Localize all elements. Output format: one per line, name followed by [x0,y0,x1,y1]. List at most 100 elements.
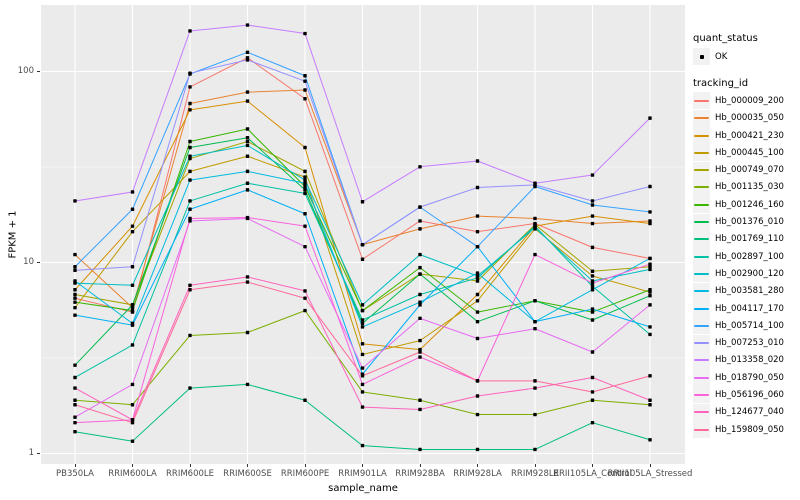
data-point [303,289,307,293]
legend-item-Hb_000421_230: Hb_000421_230 [693,127,799,145]
x-tick-label: RRII105LA_Stressed [607,469,693,479]
legend-item-label: Hb_005714_100 [715,320,784,331]
data-point [73,313,77,317]
data-point [303,244,307,249]
x-tick-mark [534,464,536,467]
line-swatch-icon [694,411,709,414]
line-swatch-icon [694,272,709,275]
legend-item-ok: OK [693,48,799,66]
data-point [475,319,480,324]
data-point [245,382,250,387]
legend-item-Hb_001769_110: Hb_001769_110 [693,230,799,248]
legend-item-Hb_124677_040: Hb_124677_040 [693,403,799,421]
data-point [303,224,307,228]
data-point [418,316,422,321]
data-point [130,303,135,307]
x-tick-mark [304,464,306,467]
data-point [303,212,307,216]
data-point [648,219,652,223]
data-point [188,139,192,144]
data-point [303,178,307,182]
legend-item-label: Hb_000421_230 [715,130,784,141]
data-point [303,74,307,78]
line-swatch-icon [694,290,709,293]
legend-key-box [693,317,710,335]
data-point [303,145,307,150]
legend-key-box [693,213,710,231]
data-point [533,319,537,324]
data-point [188,71,192,75]
data-point [475,412,480,417]
x-axis-title: sample_name [328,483,398,494]
data-point [648,221,652,226]
data-point [245,99,250,103]
data-point [245,280,250,284]
legend-item-Hb_001135_030: Hb_001135_030 [693,178,799,196]
legend-item-Hb_000035_050: Hb_000035_050 [693,109,799,127]
data-point [188,207,192,211]
data-point [648,294,652,298]
legend-item-Hb_004117_170: Hb_004117_170 [693,300,799,317]
legend-item-label: Hb_002897_100 [715,251,784,262]
data-point [648,267,652,272]
data-point [188,333,192,338]
data-point [245,23,250,27]
data-point [303,97,307,101]
legend-item-label: Hb_000445_100 [715,147,784,158]
data-point [648,374,652,378]
data-point [418,355,422,359]
data-point [475,271,480,275]
y-tick-mark [37,71,40,72]
data-point [245,154,250,158]
legend-item-label: Hb_159809_050 [715,424,784,435]
x-tick-mark [477,464,478,467]
data-point [303,184,307,189]
line-swatch-icon [694,99,709,102]
data-point [475,274,480,278]
x-tick-label: RRIM928LE [511,469,559,479]
legend-item-label: Hb_002900_120 [715,268,784,279]
x-tick-label: RRIM600LE [166,469,214,479]
data-point [130,229,135,234]
data-point [418,338,422,343]
legend-item-label: Hb_001769_110 [715,234,784,245]
line-swatch-icon [694,428,709,431]
legend-key-box [693,351,710,369]
data-point [590,288,595,292]
data-point [188,154,192,158]
data-point [533,447,537,452]
y-tick-mark [37,262,40,263]
data-point [475,244,480,249]
data-point [475,394,480,398]
data-point [360,303,365,307]
x-tick-label: RRIM901LA [338,469,387,479]
data-point [73,420,77,425]
data-point [418,303,422,307]
data-point [590,284,595,289]
data-point [590,420,595,425]
data-point [130,305,135,310]
legend-tracking-items: Hb_000009_200 Hb_000035_050 Hb_000421_230 H… [693,92,799,439]
legend-item-Hb_159809_050: Hb_159809_050 [693,421,799,439]
data-point [590,245,595,250]
line-swatch-icon [694,151,709,154]
data-point [590,318,595,322]
data-point [130,190,135,194]
y-tick-mark [37,453,40,454]
data-point [533,181,537,185]
data-point [188,108,192,112]
line-swatch-icon [694,324,709,327]
data-point [533,226,537,230]
data-point [590,375,595,380]
data-point [73,415,77,419]
data-point [245,188,250,192]
data-point [418,219,422,223]
data-point [130,224,135,228]
data-point [245,50,250,55]
legend-item-Hb_056196_060: Hb_056196_060 [693,386,799,404]
data-point [418,447,422,452]
data-point [360,382,365,387]
data-point [130,207,135,211]
data-point [648,265,652,269]
